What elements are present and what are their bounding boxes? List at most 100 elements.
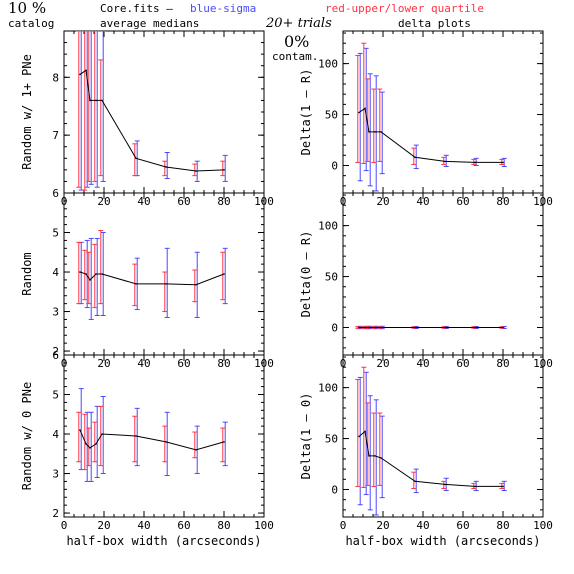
blue-sigma-legend: blue-sigma bbox=[190, 2, 257, 15]
median-point bbox=[414, 326, 416, 329]
y-axis-label: Delta(1 – R) bbox=[299, 69, 313, 156]
x-tick-label: 40 bbox=[416, 195, 429, 208]
median-point bbox=[165, 283, 167, 285]
median-point bbox=[85, 273, 87, 275]
median-point bbox=[380, 326, 382, 329]
median-point bbox=[444, 160, 446, 163]
median-point bbox=[474, 326, 476, 329]
delta-plots-label: delta plots bbox=[398, 17, 471, 30]
x-tick-label: 80 bbox=[496, 195, 509, 208]
x-tick-label: 40 bbox=[416, 357, 429, 370]
median-point bbox=[502, 161, 504, 164]
y-tick-label: 4 bbox=[52, 428, 59, 441]
median-point bbox=[135, 157, 137, 160]
plot-frame bbox=[63, 192, 265, 356]
x-tick-label: 40 bbox=[137, 357, 150, 370]
y-tick-label: 3 bbox=[52, 306, 59, 319]
y-tick-label: 5 bbox=[52, 227, 59, 240]
y-tick-label: 5 bbox=[52, 389, 59, 402]
x-tick-label: 40 bbox=[416, 519, 429, 532]
median-point bbox=[502, 326, 504, 329]
y-tick-label: 4 bbox=[52, 266, 59, 279]
x-tick-label: 0 bbox=[340, 519, 347, 532]
y-tick-label: 6 bbox=[52, 187, 59, 200]
error-bars bbox=[76, 230, 228, 320]
x-tick-label: 20 bbox=[97, 519, 110, 532]
contamination-label: contam. bbox=[272, 50, 319, 63]
x-axis-label: half-box width (arcseconds) bbox=[66, 534, 261, 548]
median-series-line bbox=[358, 107, 503, 163]
y-tick-label: 100 bbox=[318, 382, 338, 395]
median-series-line bbox=[358, 430, 503, 487]
y-axis-label: Random bbox=[20, 252, 34, 295]
y-axis-label: Random w/ 1+ PNe bbox=[20, 54, 34, 170]
median-point bbox=[364, 430, 366, 433]
median-point bbox=[195, 170, 197, 172]
y-tick-label: 100 bbox=[318, 220, 338, 233]
x-tick-label: 100 bbox=[254, 519, 274, 532]
median-point bbox=[165, 166, 167, 168]
y-axis-label: Delta(0 – R) bbox=[299, 231, 313, 318]
percent-top-label: 10 % bbox=[8, 0, 47, 17]
median-point bbox=[95, 99, 97, 102]
x-tick-label: 60 bbox=[456, 519, 469, 532]
median-point bbox=[89, 279, 91, 281]
error-bars bbox=[355, 366, 507, 516]
median-point bbox=[364, 326, 366, 329]
median-point bbox=[165, 441, 167, 443]
x-tick-label: 80 bbox=[217, 195, 230, 208]
x-tick-label: 20 bbox=[376, 195, 389, 208]
x-tick-label: 60 bbox=[456, 357, 469, 370]
error-bars bbox=[355, 42, 507, 192]
trials-label: 20+ trials bbox=[266, 16, 332, 31]
y-tick-label: 8 bbox=[52, 71, 59, 84]
x-tick-label: 60 bbox=[177, 195, 190, 208]
median-point bbox=[380, 457, 382, 459]
y-tick-label: 50 bbox=[325, 271, 338, 284]
plot-frame bbox=[342, 30, 544, 194]
error-bars bbox=[355, 325, 507, 330]
y-tick-label: 2 bbox=[52, 507, 59, 520]
y-tick-label: 7 bbox=[52, 129, 59, 142]
median-point bbox=[414, 156, 416, 159]
contamination-percent: 0% bbox=[284, 32, 310, 51]
plot-frame bbox=[342, 354, 544, 518]
x-tick-label: 100 bbox=[533, 519, 553, 532]
average-medians-label: average medians bbox=[100, 17, 200, 30]
y-tick-label: 0 bbox=[331, 159, 338, 172]
x-tick-label: 20 bbox=[97, 357, 110, 370]
red-quartile-legend: red-upper/lower quartile bbox=[325, 2, 484, 15]
median-point bbox=[374, 455, 376, 457]
x-tick-label: 20 bbox=[97, 195, 110, 208]
plot-frame bbox=[63, 30, 265, 194]
median-point bbox=[474, 161, 476, 164]
median-point bbox=[79, 271, 81, 273]
median-point bbox=[444, 483, 446, 486]
plot-frame bbox=[342, 192, 544, 356]
median-point bbox=[223, 273, 225, 275]
x-tick-label: 60 bbox=[456, 195, 469, 208]
x-tick-label: 40 bbox=[137, 519, 150, 532]
y-tick-label: 50 bbox=[325, 433, 338, 446]
median-point bbox=[358, 326, 360, 329]
median-point bbox=[89, 99, 91, 102]
median-point bbox=[195, 449, 197, 451]
median-point bbox=[135, 435, 137, 437]
x-tick-label: 80 bbox=[217, 357, 230, 370]
median-point bbox=[358, 435, 360, 438]
catalog-label: catalog bbox=[8, 17, 55, 30]
median-point bbox=[374, 131, 376, 133]
y-tick-label: 0 bbox=[331, 483, 338, 496]
x-axis-label: half-box width (arcseconds) bbox=[345, 534, 540, 548]
median-point bbox=[95, 443, 97, 445]
median-point bbox=[89, 447, 91, 449]
error-bars bbox=[76, 31, 228, 191]
median-point bbox=[502, 485, 504, 488]
median-point bbox=[374, 326, 376, 329]
median-point bbox=[135, 283, 137, 285]
x-tick-label: 40 bbox=[137, 195, 150, 208]
